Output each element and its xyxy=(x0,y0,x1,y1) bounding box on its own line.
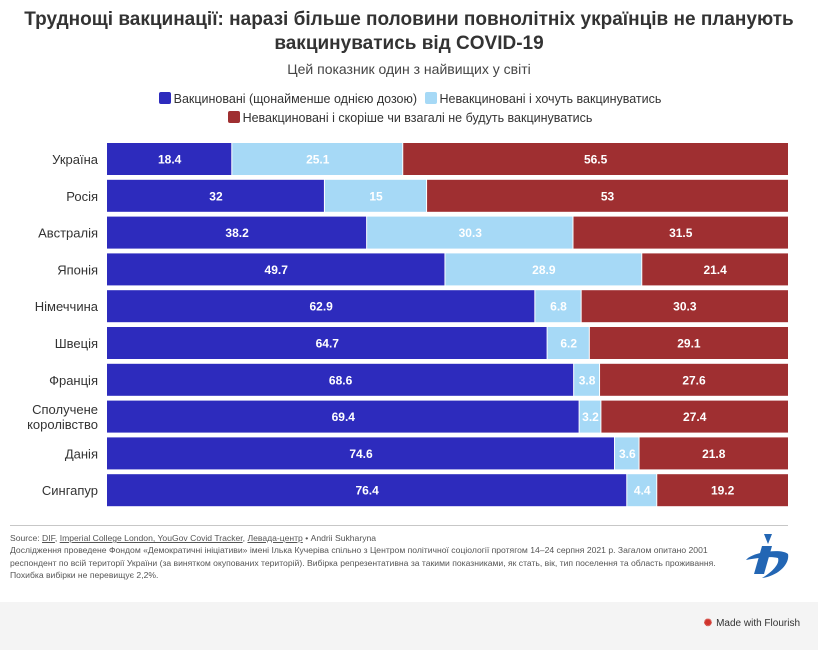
bar-value-label: 29.1 xyxy=(677,337,701,351)
legend-swatch-wont xyxy=(227,111,240,123)
bar-vaccinated[interactable] xyxy=(107,290,535,323)
dif-logo-icon xyxy=(746,534,789,578)
legend-item-want[interactable]: Невакциновані і хочуть вакцинуватись xyxy=(424,90,662,109)
bar-value-label: 6.2 xyxy=(560,337,577,351)
bar-want[interactable] xyxy=(324,179,427,212)
chart-subtitle: Цей показник один з найвищих у світі xyxy=(287,61,531,77)
bar-value-label: 49.7 xyxy=(265,263,289,277)
bar-want[interactable] xyxy=(367,216,573,249)
bar-wont[interactable] xyxy=(573,216,788,249)
bar-value-label: 25.1 xyxy=(306,153,330,167)
legend-item-vaccinated[interactable]: Вакциновані (щонайменше однією дозою) xyxy=(158,90,418,109)
bar-vaccinated[interactable] xyxy=(107,474,627,507)
bar-value-label: 28.9 xyxy=(532,263,556,277)
flourish-bar xyxy=(0,602,818,650)
category-label: Японія xyxy=(57,262,98,277)
bar-value-label: 31.5 xyxy=(669,226,693,240)
chart-title: Труднощі вакцинації: наразі більше полов… xyxy=(24,9,794,54)
category-label: Франція xyxy=(49,373,98,388)
bar-value-label: 21.8 xyxy=(702,447,726,461)
bar-vaccinated[interactable] xyxy=(107,437,615,470)
bar-wont[interactable] xyxy=(601,400,788,433)
bar-value-label: 27.6 xyxy=(682,373,706,387)
category-label: Сингапур xyxy=(42,483,98,498)
bar-value-label: 62.9 xyxy=(309,300,333,314)
bar-value-label: 21.4 xyxy=(703,263,727,277)
footer-note: Дослідження проведене Фондом «Демократич… xyxy=(10,545,716,580)
bar-value-label: 56.5 xyxy=(584,153,608,167)
footer-divider xyxy=(10,525,788,526)
bar-value-label: 4.4 xyxy=(634,484,651,498)
made-with-flourish[interactable]: ✺ Made with Flourish xyxy=(704,618,800,629)
bar-value-label: 74.6 xyxy=(349,447,373,461)
bar-value-label: 38.2 xyxy=(225,226,249,240)
bar-vaccinated[interactable] xyxy=(107,327,547,359)
bar-wont[interactable] xyxy=(589,327,788,359)
bar-wont[interactable] xyxy=(657,474,788,507)
bar-wont[interactable] xyxy=(403,143,788,175)
bar-wont[interactable] xyxy=(639,437,788,470)
bar-value-label: 15 xyxy=(369,189,383,203)
category-label: Сполучене xyxy=(32,402,98,417)
bar-value-label: 30.3 xyxy=(673,300,697,314)
legend: Вакциновані (щонайменше однією дозою) Не… xyxy=(60,90,760,128)
bar-want[interactable] xyxy=(445,253,642,286)
source-link-levada[interactable]: Левада-центр xyxy=(247,533,303,543)
bar-vaccinated[interactable] xyxy=(107,143,232,175)
bar-want[interactable] xyxy=(574,363,600,396)
category-label: Швеція xyxy=(55,336,98,351)
bar-want[interactable] xyxy=(232,143,403,175)
bar-want[interactable] xyxy=(535,290,581,323)
source-author: • Andrii Sukharyna xyxy=(305,533,377,543)
bar-value-label: 30.3 xyxy=(459,226,483,240)
bar-value-label: 3.8 xyxy=(579,373,596,387)
legend-item-wont[interactable]: Невакциновані і скоріше чи взагалі не бу… xyxy=(227,109,593,128)
category-label: Росія xyxy=(66,189,98,204)
bar-value-label: 27.4 xyxy=(683,410,707,424)
flourish-label: Made with Flourish xyxy=(716,618,800,629)
legend-swatch-vaccinated xyxy=(158,92,171,104)
bar-wont[interactable] xyxy=(642,253,788,286)
bar-want[interactable] xyxy=(627,474,657,507)
bar-want[interactable] xyxy=(615,437,639,470)
bar-value-label: 6.8 xyxy=(550,300,567,314)
bar-wont[interactable] xyxy=(581,290,788,323)
bar-value-label: 53 xyxy=(601,189,615,203)
bar-vaccinated[interactable] xyxy=(107,400,579,433)
bar-vaccinated[interactable] xyxy=(107,253,445,286)
legend-swatch-want xyxy=(424,92,437,104)
bar-vaccinated[interactable] xyxy=(107,363,574,396)
category-label: Австралія xyxy=(38,226,98,241)
source-link-dif[interactable]: DIF xyxy=(42,533,55,543)
bar-wont[interactable] xyxy=(600,363,788,396)
category-label: Німеччина xyxy=(35,299,99,314)
stacked-bar-chart: Україна 18.4 25.1 56.5 Росія 32 15 53 Австралія 3… xyxy=(27,143,788,507)
bar-want[interactable] xyxy=(547,327,589,359)
category-label: Україна xyxy=(52,152,99,167)
bar-value-label: 76.4 xyxy=(355,484,379,498)
bar-vaccinated[interactable] xyxy=(107,179,324,212)
legend-label-vaccinated: Вакциновані (щонайменше однією дозою) xyxy=(173,92,418,106)
footer: Source: DIF, Imperial College London, Yo… xyxy=(10,533,716,580)
source-link-imperial[interactable]: Imperial College London, YouGov Covid Tr… xyxy=(59,533,243,543)
bar-value-label: 68.6 xyxy=(329,373,353,387)
bar-vaccinated[interactable] xyxy=(107,216,367,249)
bar-wont[interactable] xyxy=(427,179,788,212)
bar-value-label: 18.4 xyxy=(158,153,182,167)
category-label: Данія xyxy=(65,446,98,461)
bar-value-label: 19.2 xyxy=(711,484,735,498)
flourish-logo-icon: ✺ xyxy=(703,618,713,629)
bar-value-label: 64.7 xyxy=(316,337,340,351)
bar-value-label: 32 xyxy=(209,189,223,203)
bar-value-label: 69.4 xyxy=(332,410,356,424)
legend-label-want: Невакциновані і хочуть вакцинуватись xyxy=(439,92,662,106)
legend-label-wont: Невакциновані і скоріше чи взагалі не бу… xyxy=(242,111,593,125)
source-label: Source: xyxy=(10,533,40,543)
bar-want[interactable] xyxy=(579,400,601,433)
bar-value-label: 3.2 xyxy=(582,410,599,424)
bar-value-label: 3.6 xyxy=(619,447,636,461)
category-label: королівство xyxy=(27,417,98,432)
